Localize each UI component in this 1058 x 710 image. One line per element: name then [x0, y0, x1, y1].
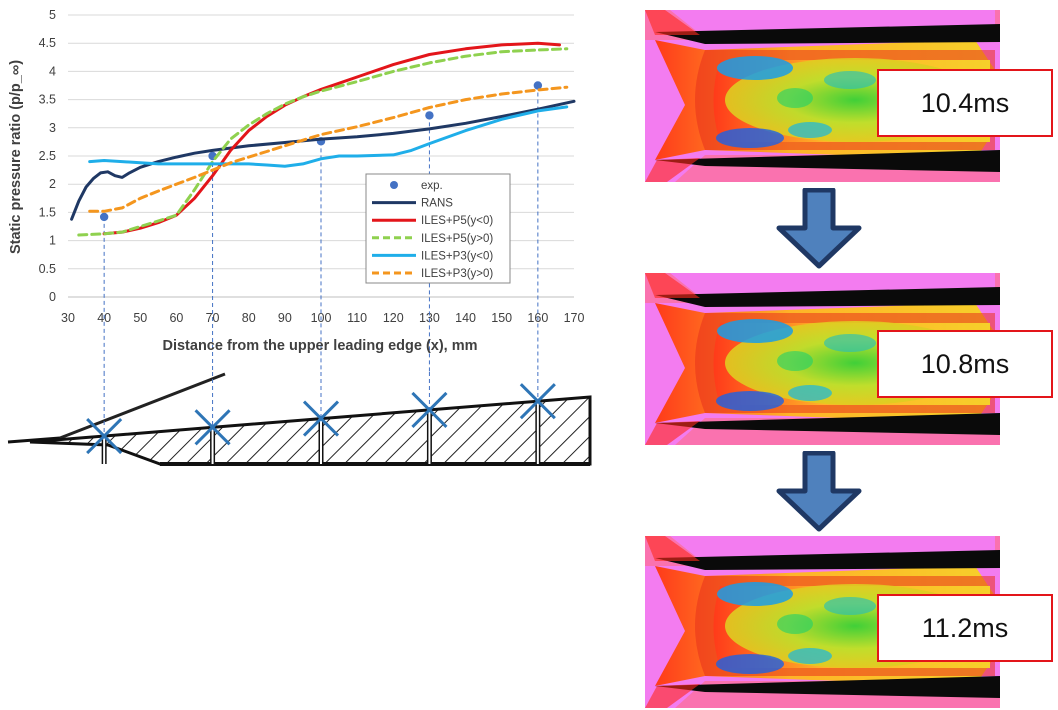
- legend: exp. RANS ILES+P5(y<0) ILES+P5(y>0) ILES+P3(…: [365, 173, 511, 284]
- pressure-ports: [101, 401, 541, 464]
- port-markers: [86, 372, 556, 455]
- port-x-marker: [86, 417, 123, 455]
- legend-label: ILES+P3(y<0): [421, 250, 493, 262]
- series-iles-p5-y-0--line: [77, 47, 569, 237]
- y-tick-label: 5: [49, 8, 56, 22]
- y-tick-label: 3.5: [39, 93, 56, 107]
- leading-edge-line: [7, 436, 61, 444]
- legend-label: ILES+P5(y>0): [421, 233, 493, 245]
- exp-point: [533, 81, 543, 90]
- y-tick-label: 4.5: [39, 36, 56, 50]
- legend-label: exp.: [421, 180, 443, 192]
- legend-box: [365, 173, 511, 284]
- y-tick-label: 0: [49, 290, 56, 304]
- x-axis-title: Distance from the upper leading edge (x)…: [162, 338, 477, 354]
- measurement-guides: [103, 85, 539, 372]
- x-tick-label: 150: [491, 311, 512, 325]
- x-tick-label: 50: [133, 311, 147, 325]
- y-tick-label: 4: [49, 64, 56, 78]
- x-tick-label: 120: [383, 311, 404, 325]
- legend-label: RANS: [421, 198, 453, 210]
- shock-line: [59, 372, 226, 440]
- time-label-2: 10.8ms: [877, 330, 1053, 398]
- legend-label: ILES+P3(y>0): [421, 268, 493, 280]
- series-layer: [70, 41, 576, 237]
- y-tick-label: 0.5: [39, 262, 56, 276]
- port-x-marker: [411, 391, 448, 428]
- port-x-marker: [302, 400, 340, 437]
- time-label-3: 11.2ms: [877, 594, 1053, 662]
- x-tick-label: 60: [169, 311, 183, 325]
- y-axis-title: Static pressure ratio (p/p_∞): [8, 60, 24, 254]
- port-x-marker: [519, 383, 556, 420]
- x-tick-label: 110: [347, 311, 367, 325]
- exp-point: [425, 111, 434, 120]
- time-label-1: 10.4ms: [877, 69, 1053, 137]
- series-rans-line: [70, 99, 576, 221]
- inlet-geometry-sketch: [7, 372, 592, 466]
- x-tick-label: 170: [564, 311, 585, 325]
- x-tick-label: 90: [278, 311, 292, 325]
- x-tick-label: 130: [419, 311, 440, 325]
- y-tick-label: 3: [49, 121, 56, 135]
- y-tick-label: 1: [49, 234, 56, 248]
- x-tick-label: 30: [61, 311, 75, 325]
- y-tick-label: 2: [49, 177, 56, 191]
- down-arrow-1: [776, 188, 862, 269]
- legend-marker-exp: [390, 181, 398, 189]
- x-tick-label: 80: [242, 311, 256, 325]
- exp-point: [99, 212, 109, 222]
- series-iles-p3-y-0--line: [88, 105, 569, 168]
- series-iles-p3-y-0--line: [88, 85, 569, 213]
- down-arrow-2: [776, 451, 862, 532]
- y-tick-label: 2.5: [39, 149, 56, 163]
- y-tick-label: 1.5: [39, 205, 56, 219]
- x-tick-label: 140: [455, 311, 476, 325]
- port-x-marker: [194, 409, 231, 446]
- legend-label: ILES+P5(y<0): [421, 215, 493, 227]
